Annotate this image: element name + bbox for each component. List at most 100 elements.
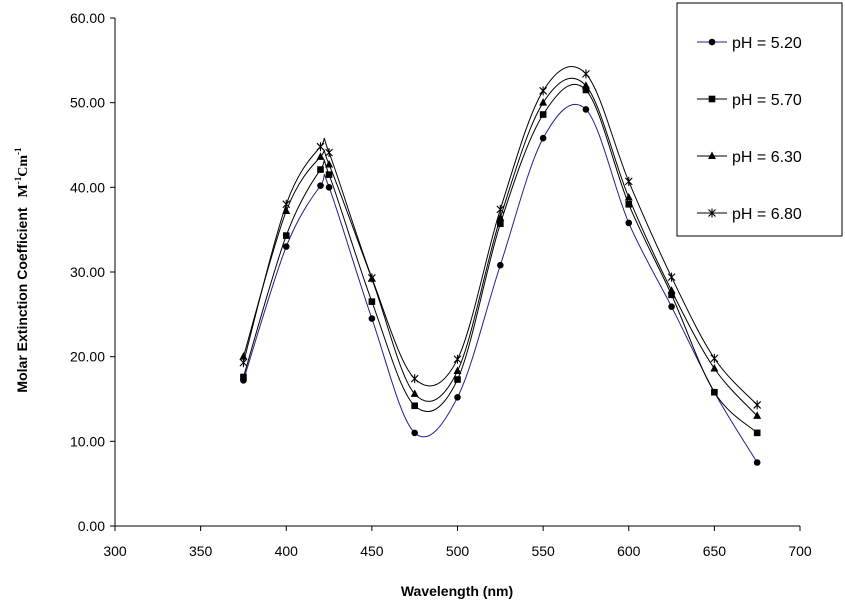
y-axis-title: Molar Extinction CoefficientM-1Cm-1 [13, 147, 31, 393]
legend-item: pH = 6.80 [697, 206, 802, 223]
legend-label: pH = 5.20 [732, 35, 802, 52]
series-layer [239, 66, 762, 466]
y-axis-ticks: 0.00 10.00 20.00 30.00 40.00 50.00 60.00 [70, 10, 115, 534]
x-tick-label: 600 [617, 543, 641, 559]
data-point [239, 358, 248, 368]
data-point [368, 315, 376, 322]
y-axis-unit-sup2: -1 [13, 147, 23, 155]
data-point [317, 166, 324, 173]
legend-item: pH = 5.20 [697, 35, 802, 52]
series-1 [240, 103, 761, 466]
x-tick-label: 300 [103, 543, 127, 559]
data-point [496, 204, 505, 214]
data-point [497, 220, 504, 228]
data-point [624, 176, 633, 186]
chart-legend: pH = 5.20 pH = 5.70 pH = 6.30 pH = 6.80 [676, 2, 843, 237]
x-tick-label: 350 [189, 543, 213, 559]
x-tick-label: 650 [703, 543, 727, 559]
y-axis-title-text: Molar Extinction Coefficient [14, 207, 30, 392]
data-point [582, 69, 590, 79]
data-point [454, 376, 461, 383]
data-point [711, 388, 718, 396]
data-point [497, 261, 504, 269]
data-point [240, 373, 247, 381]
y-tick-label: 50.00 [70, 95, 105, 111]
series-2 [240, 83, 761, 437]
data-point [325, 184, 333, 191]
y-axis-unit-sup1: -1 [13, 176, 23, 184]
legend-marker [708, 208, 716, 218]
x-tick-label: 700 [788, 543, 812, 559]
data-point [325, 148, 333, 158]
data-point [753, 459, 761, 466]
data-point [625, 200, 633, 208]
data-point [667, 286, 676, 294]
data-point [753, 400, 762, 410]
data-point [453, 354, 462, 364]
data-point [668, 303, 675, 311]
legend-label: pH = 6.80 [732, 206, 802, 223]
data-point [316, 152, 325, 160]
x-axis-ticks: 300 350 400 450 500 550 600 650 700 [103, 526, 812, 559]
data-point [539, 134, 547, 142]
x-tick-label: 500 [446, 543, 470, 559]
y-tick-label: 60.00 [70, 10, 105, 26]
data-point [410, 374, 419, 384]
y-axis-unit-base: M [16, 184, 31, 197]
data-point [668, 291, 675, 299]
data-point [325, 159, 334, 168]
data-point [282, 232, 290, 239]
x-axis-title: Wavelength (nm) [401, 583, 513, 599]
data-point [667, 272, 676, 282]
data-point [710, 353, 719, 363]
legend-marker [708, 151, 716, 159]
series-line [242, 103, 758, 463]
data-point [581, 81, 590, 89]
data-point [411, 402, 418, 410]
series-4 [239, 66, 762, 410]
data-point [753, 429, 761, 437]
data-point [539, 111, 547, 118]
data-point [454, 394, 461, 401]
y-tick-label: 40.00 [70, 179, 105, 195]
data-point [239, 352, 248, 360]
y-tick-label: 30.00 [70, 264, 105, 280]
legend-item: pH = 6.30 [697, 149, 802, 166]
x-tick-label: 550 [531, 543, 555, 559]
data-point [582, 106, 590, 113]
legend-label: pH = 5.70 [732, 92, 802, 109]
data-point [710, 364, 719, 372]
legend-marker [708, 38, 716, 46]
data-point [282, 206, 291, 215]
x-tick-label: 450 [360, 543, 384, 559]
legend-item: pH = 5.70 [697, 92, 802, 109]
data-point [410, 389, 419, 397]
data-point [539, 86, 548, 96]
legend-items: pH = 5.20 pH = 5.70 pH = 6.30 pH = 6.80 [697, 35, 802, 223]
data-point [753, 411, 762, 419]
data-point [317, 182, 324, 189]
legend-label: pH = 6.30 [732, 149, 802, 166]
data-point [411, 429, 418, 437]
data-point [282, 199, 291, 209]
series-3 [239, 77, 762, 419]
y-axis-unit-mid: Cm [16, 155, 31, 177]
data-point [625, 219, 633, 227]
data-point [453, 366, 462, 375]
y-tick-label: 20.00 [70, 349, 105, 365]
legend-marker [708, 95, 716, 103]
data-point [539, 98, 548, 106]
data-point [282, 243, 290, 250]
data-point [582, 86, 590, 94]
y-tick-label: 0.00 [78, 518, 105, 534]
data-point [496, 213, 505, 221]
data-point [367, 273, 376, 283]
data-point [316, 142, 325, 152]
data-point [325, 171, 333, 178]
x-tick-label: 400 [275, 543, 299, 559]
data-point [624, 192, 633, 201]
data-point [368, 298, 376, 305]
y-tick-label: 10.00 [70, 433, 105, 449]
